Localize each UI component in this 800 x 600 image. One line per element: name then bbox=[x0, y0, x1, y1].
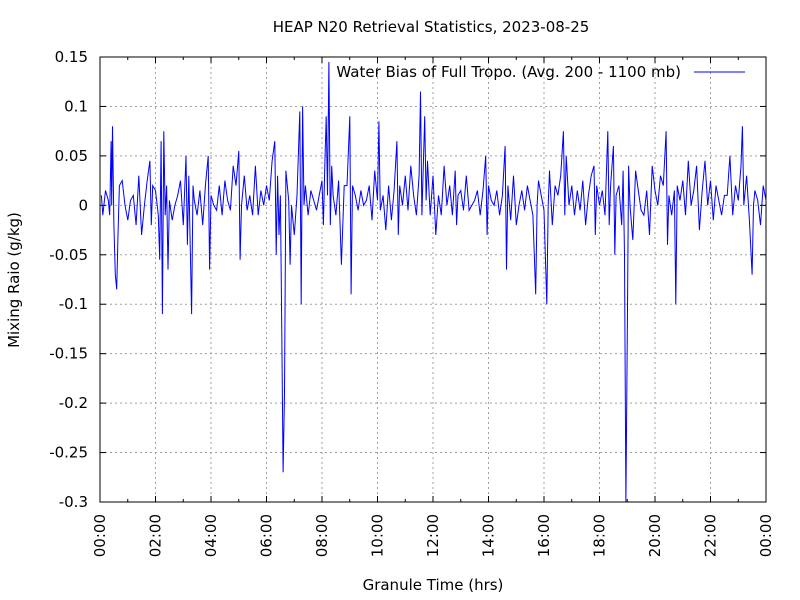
y-tick-labels: 0.15 0.1 0.05 0 -0.05 -0.1 -0.15 -0.2 -0.25 -0.3 bbox=[49, 48, 88, 511]
y-tick-label: 0.15 bbox=[55, 48, 88, 66]
x-tick-label: 16:00 bbox=[535, 514, 553, 557]
x-axis-label: Granule Time (hrs) bbox=[363, 576, 504, 594]
x-tick-label: 20:00 bbox=[646, 514, 664, 557]
x-tick-label: 04:00 bbox=[202, 514, 220, 557]
series-line-0 bbox=[100, 61, 767, 503]
x-tick-label: 12:00 bbox=[424, 514, 442, 557]
x-tick-label: 06:00 bbox=[258, 514, 276, 557]
x-tick-label: 08:00 bbox=[313, 514, 331, 557]
axis-ticks bbox=[99, 56, 767, 503]
y-tick-label: -0.3 bbox=[59, 493, 88, 511]
x-tick-labels: 00:00 02:00 04:00 06:00 08:00 10:00 12:00 14:00… bbox=[91, 514, 775, 557]
legend: Water Bias of Full Tropo. (Avg. 200 - 11… bbox=[336, 63, 745, 81]
y-tick-label: -0.25 bbox=[49, 444, 88, 462]
y-tick-label: 0.1 bbox=[64, 97, 88, 115]
y-tick-label: -0.1 bbox=[59, 295, 88, 313]
legend-label: Water Bias of Full Tropo. (Avg. 200 - 11… bbox=[336, 63, 681, 81]
x-tick-label: 00:00 bbox=[91, 514, 109, 557]
y-tick-label: -0.05 bbox=[49, 246, 88, 264]
series-layer bbox=[100, 61, 767, 503]
x-tick-label: 02:00 bbox=[147, 514, 165, 557]
x-tick-label: 10:00 bbox=[369, 514, 387, 557]
x-tick-label: 14:00 bbox=[480, 514, 498, 557]
y-tick-label: 0.05 bbox=[55, 147, 88, 165]
x-tick-label: 18:00 bbox=[591, 514, 609, 557]
x-tick-label: 00:00 bbox=[757, 514, 775, 557]
y-tick-label: 0 bbox=[78, 196, 88, 214]
y-tick-label: -0.2 bbox=[59, 394, 88, 412]
chart-title: HEAP N20 Retrieval Statistics, 2023-08-2… bbox=[273, 18, 590, 36]
y-axis-label: Mixing Raio (g/kg) bbox=[5, 212, 23, 348]
grid bbox=[100, 57, 766, 502]
x-tick-label: 22:00 bbox=[702, 514, 720, 557]
y-tick-label: -0.15 bbox=[49, 345, 88, 363]
